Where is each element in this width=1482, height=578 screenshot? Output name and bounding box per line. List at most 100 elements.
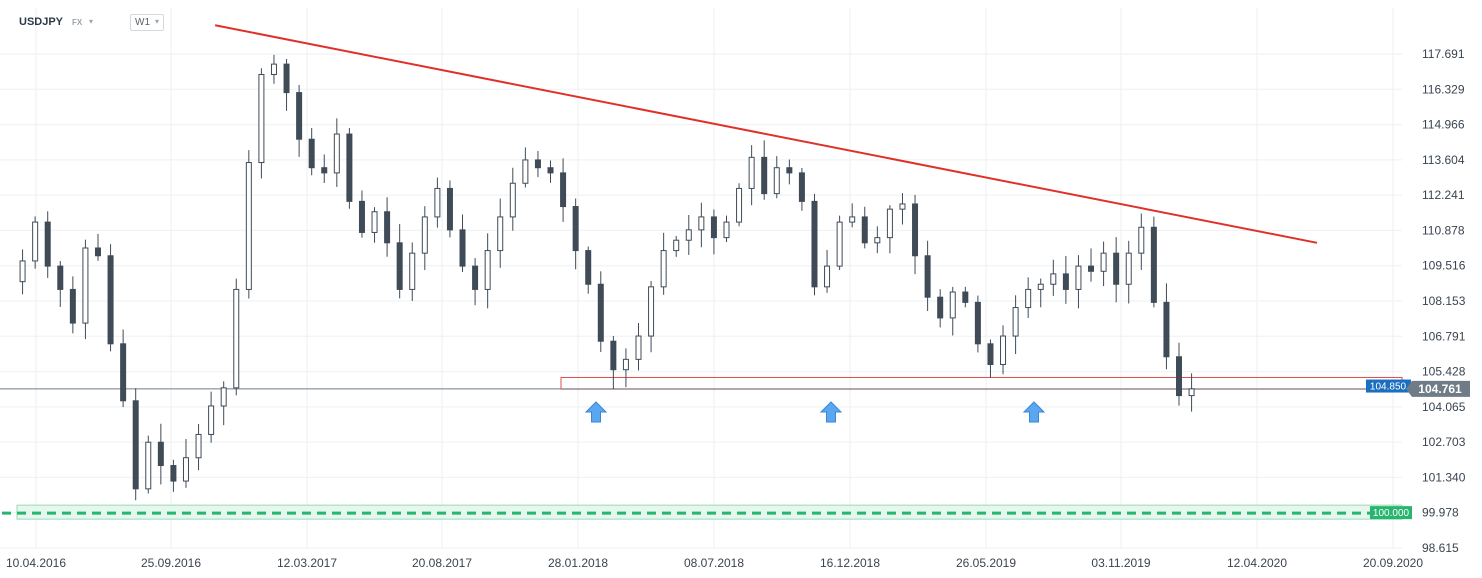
candle-body bbox=[673, 239, 680, 252]
candle bbox=[94, 233, 101, 261]
instrument-symbol[interactable]: USDJPY bbox=[19, 16, 64, 28]
candle-body bbox=[1176, 356, 1183, 397]
candle-body bbox=[723, 221, 730, 239]
candle bbox=[773, 156, 780, 199]
candle bbox=[220, 381, 227, 426]
candle bbox=[1075, 255, 1082, 309]
candle-body bbox=[233, 288, 240, 389]
candle bbox=[358, 190, 365, 238]
candle-body bbox=[446, 187, 453, 231]
timeframe-value: W1 bbox=[135, 17, 150, 28]
candle-body bbox=[585, 250, 592, 285]
candle bbox=[120, 329, 127, 408]
arrow-shape bbox=[584, 401, 608, 423]
y-tick-label: 98.615 bbox=[1422, 541, 1459, 555]
candle bbox=[1050, 259, 1057, 296]
candle-body bbox=[1163, 301, 1170, 358]
candle bbox=[962, 286, 969, 308]
candle bbox=[1125, 240, 1132, 304]
candle-body bbox=[974, 301, 981, 345]
candle bbox=[1025, 277, 1032, 318]
candle bbox=[949, 286, 956, 336]
candle bbox=[874, 226, 881, 254]
candle bbox=[748, 145, 755, 206]
candle-body bbox=[1100, 252, 1107, 272]
candle bbox=[145, 435, 152, 494]
candle-body bbox=[1075, 265, 1082, 290]
candle bbox=[258, 68, 265, 179]
candle-body bbox=[157, 441, 164, 467]
candle bbox=[107, 244, 114, 352]
y-tick-label: 105.428 bbox=[1422, 365, 1466, 379]
candle-body bbox=[899, 203, 906, 210]
candle-body bbox=[962, 291, 969, 303]
timeframe-selector[interactable]: W1 ▾ bbox=[130, 14, 164, 31]
up-arrow-icon bbox=[1022, 401, 1046, 423]
candle-body bbox=[94, 247, 101, 257]
y-tick-label: 109.516 bbox=[1422, 259, 1466, 273]
candle-body bbox=[685, 229, 692, 241]
candle-body bbox=[346, 133, 353, 202]
candle-body bbox=[1062, 273, 1069, 290]
current-price-tag-label: 104.761 bbox=[1418, 382, 1462, 396]
candle bbox=[723, 215, 730, 243]
candle bbox=[1037, 278, 1044, 308]
y-tick-label: 106.791 bbox=[1422, 329, 1466, 343]
candle bbox=[974, 295, 981, 353]
candle-body bbox=[861, 216, 868, 244]
support-price-tag-label: 104.850 bbox=[1370, 382, 1407, 393]
trendline bbox=[214, 24, 1318, 244]
y-tick-label: 104.065 bbox=[1422, 400, 1466, 414]
candle bbox=[170, 459, 177, 492]
candle-body bbox=[107, 255, 114, 345]
candle-body bbox=[1000, 335, 1007, 366]
candle bbox=[1188, 373, 1195, 412]
candle bbox=[421, 206, 428, 271]
candle-body bbox=[648, 286, 655, 337]
candle-body bbox=[333, 133, 340, 174]
candle-body bbox=[434, 187, 441, 218]
candle-body bbox=[120, 343, 127, 402]
candle bbox=[245, 150, 252, 299]
candle bbox=[270, 54, 277, 84]
candle-body bbox=[1125, 252, 1132, 285]
candle-body bbox=[208, 405, 215, 435]
up-arrow-icon bbox=[584, 401, 608, 423]
x-tick-label: 08.07.2018 bbox=[684, 556, 744, 570]
y-tick-label: 113.604 bbox=[1422, 153, 1465, 167]
market-chevron-down-icon[interactable]: ▾ bbox=[89, 17, 94, 26]
candle-body bbox=[421, 216, 428, 254]
candle bbox=[371, 207, 378, 243]
candle-body bbox=[308, 138, 315, 169]
x-tick-label: 26.05.2019 bbox=[956, 556, 1016, 570]
candle-body bbox=[874, 237, 881, 244]
candle-body bbox=[836, 221, 843, 267]
candle-body bbox=[371, 211, 378, 233]
candle bbox=[560, 158, 567, 222]
candle-body bbox=[1188, 388, 1195, 397]
candle bbox=[572, 198, 579, 270]
candle-body bbox=[597, 283, 604, 342]
candle-body bbox=[736, 187, 743, 223]
candle-body bbox=[472, 265, 479, 290]
candle-body bbox=[69, 288, 76, 324]
candle bbox=[522, 147, 529, 188]
candle bbox=[886, 205, 893, 254]
candle-body bbox=[786, 167, 793, 174]
x-tick-label: 10.04.2016 bbox=[6, 556, 66, 570]
grid bbox=[0, 8, 1402, 549]
x-tick-label: 12.03.2017 bbox=[277, 556, 337, 570]
candle bbox=[912, 194, 919, 275]
candle bbox=[698, 202, 705, 248]
x-tick-label: 20.09.2020 bbox=[1363, 556, 1423, 570]
candle-body bbox=[1037, 283, 1044, 290]
candle bbox=[736, 183, 743, 227]
candle bbox=[321, 154, 328, 184]
candle bbox=[1163, 283, 1170, 370]
candle-body bbox=[1050, 273, 1057, 285]
candle bbox=[685, 214, 692, 255]
candle-body bbox=[572, 206, 579, 252]
candle bbox=[157, 423, 164, 485]
candle bbox=[446, 180, 453, 238]
